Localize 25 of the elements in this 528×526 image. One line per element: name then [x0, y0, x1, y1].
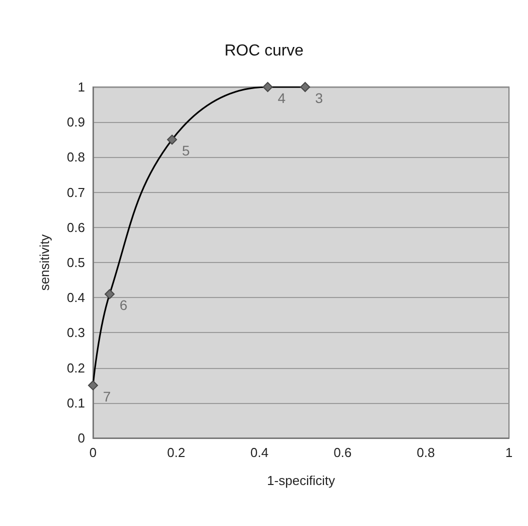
y-tick-label: 0.6: [66, 220, 85, 235]
y-tick-label: 0.4: [66, 290, 85, 306]
annotation: 7: [103, 388, 111, 404]
y-tick-label: 0.8: [66, 150, 85, 165]
annotation: 3: [315, 90, 324, 106]
x-tick-label: 0: [89, 445, 97, 460]
x-tick-label: 0.4: [250, 445, 268, 460]
y-tick-label: 0.9: [66, 114, 85, 130]
y-tick-label: 0.7: [66, 184, 85, 200]
y-tick-label: 0: [78, 430, 85, 446]
x-tick-label: 0.8: [416, 445, 435, 460]
annotation: 4: [278, 90, 286, 106]
x-tick-label: 0.6: [334, 445, 352, 460]
x-axis-title: 1-specificity: [267, 473, 336, 488]
y-tick-label: 0.5: [66, 255, 85, 270]
y-tick-label: 0.2: [66, 360, 85, 376]
y-tick-label: 1: [78, 80, 85, 94]
x-tick-label: 1: [505, 445, 513, 460]
chart-title: ROC curve: [224, 42, 304, 60]
y-tick-label: 0.3: [66, 325, 85, 340]
y-tick-label: 0.1: [66, 395, 85, 410]
x-tick-label: 0.2: [167, 445, 186, 460]
y-axis-title: sensitivity: [37, 234, 52, 291]
annotation: 6: [120, 297, 128, 314]
annotation: 5: [182, 142, 190, 159]
